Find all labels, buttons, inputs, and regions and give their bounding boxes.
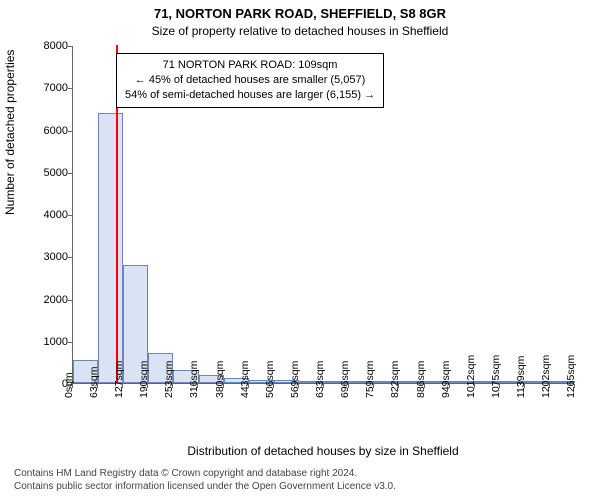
y-tick-label: 2000 xyxy=(44,294,68,306)
y-tick-mark xyxy=(68,257,72,258)
y-tick-label: 5000 xyxy=(44,167,68,179)
y-tick-mark xyxy=(68,173,72,174)
y-tick-mark xyxy=(68,342,72,343)
y-tick-label: 3000 xyxy=(44,251,68,263)
y-tick-label: 8000 xyxy=(44,40,68,52)
chart-subtitle: Size of property relative to detached ho… xyxy=(0,24,600,38)
annotation-line-3: 54% of semi-detached houses are larger (… xyxy=(125,88,375,103)
x-axis-label: Distribution of detached houses by size … xyxy=(72,444,574,458)
footer-attribution: Contains HM Land Registry data © Crown c… xyxy=(14,468,396,493)
property-size-chart: 71, NORTON PARK ROAD, SHEFFIELD, S8 8GR … xyxy=(0,0,600,500)
annotation-line-1: 71 NORTON PARK ROAD: 109sqm xyxy=(125,58,375,73)
y-tick-label: 7000 xyxy=(44,82,68,94)
y-tick-mark xyxy=(68,300,72,301)
y-tick-label: 6000 xyxy=(44,125,68,137)
footer-line-1: Contains HM Land Registry data © Crown c… xyxy=(14,468,396,481)
histogram-bar xyxy=(98,113,123,383)
annotation-box: 71 NORTON PARK ROAD: 109sqm ← 45% of det… xyxy=(116,53,384,108)
footer-line-2: Contains public sector information licen… xyxy=(14,481,396,494)
y-tick-label: 1000 xyxy=(44,336,68,348)
y-tick-mark xyxy=(68,215,72,216)
chart-title: 71, NORTON PARK ROAD, SHEFFIELD, S8 8GR xyxy=(0,6,600,21)
y-tick-label: 4000 xyxy=(44,209,68,221)
y-tick-mark xyxy=(68,88,72,89)
y-tick-mark xyxy=(68,131,72,132)
annotation-line-2: ← 45% of detached houses are smaller (5,… xyxy=(125,73,375,88)
y-axis-label: Number of detached properties xyxy=(3,50,17,215)
y-tick-mark xyxy=(68,46,72,47)
